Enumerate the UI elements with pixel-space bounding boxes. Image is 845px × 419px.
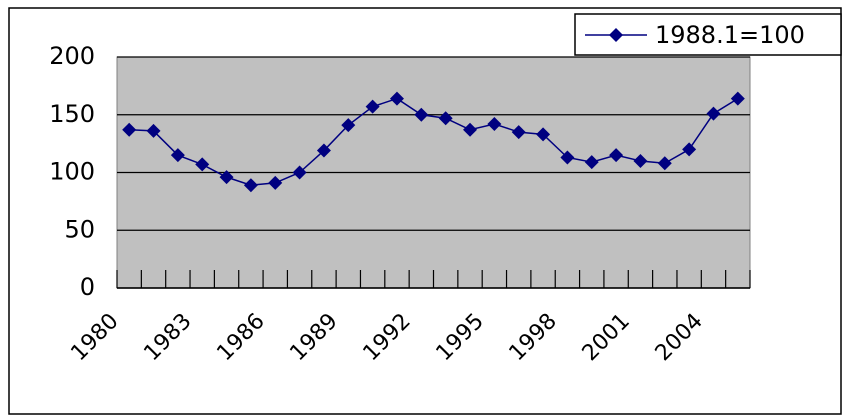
- data-point: [487, 116, 502, 131]
- data-point: [633, 153, 648, 168]
- y-tick-label: 150: [49, 100, 95, 128]
- data-point: [560, 150, 575, 165]
- data-point: [414, 107, 429, 122]
- data-point: [657, 156, 672, 171]
- data-point: [511, 125, 526, 140]
- data-point: [146, 123, 161, 138]
- data-point: [122, 122, 137, 137]
- data-point: [292, 165, 307, 180]
- data-point: [341, 118, 356, 133]
- data-point: [682, 142, 697, 157]
- data-point: [195, 157, 210, 172]
- data-point: [219, 170, 234, 185]
- data-point: [584, 155, 599, 170]
- y-tick-label: 0: [80, 273, 95, 301]
- legend-marker: [609, 28, 623, 42]
- data-point: [438, 111, 453, 126]
- y-tick-label: 200: [49, 42, 95, 70]
- data-point: [243, 178, 258, 193]
- legend-label: 1988.1=100: [655, 21, 805, 49]
- data-point: [365, 99, 380, 114]
- data-point: [609, 148, 624, 163]
- data-point: [170, 148, 185, 163]
- y-tick-label: 100: [49, 158, 95, 186]
- data-point: [389, 91, 404, 106]
- data-point: [536, 127, 551, 142]
- data-point: [268, 175, 283, 190]
- data-point: [706, 106, 721, 121]
- data-point: [730, 91, 745, 106]
- y-tick-label: 50: [64, 215, 95, 243]
- data-point: [463, 122, 478, 137]
- data-point: [316, 143, 331, 158]
